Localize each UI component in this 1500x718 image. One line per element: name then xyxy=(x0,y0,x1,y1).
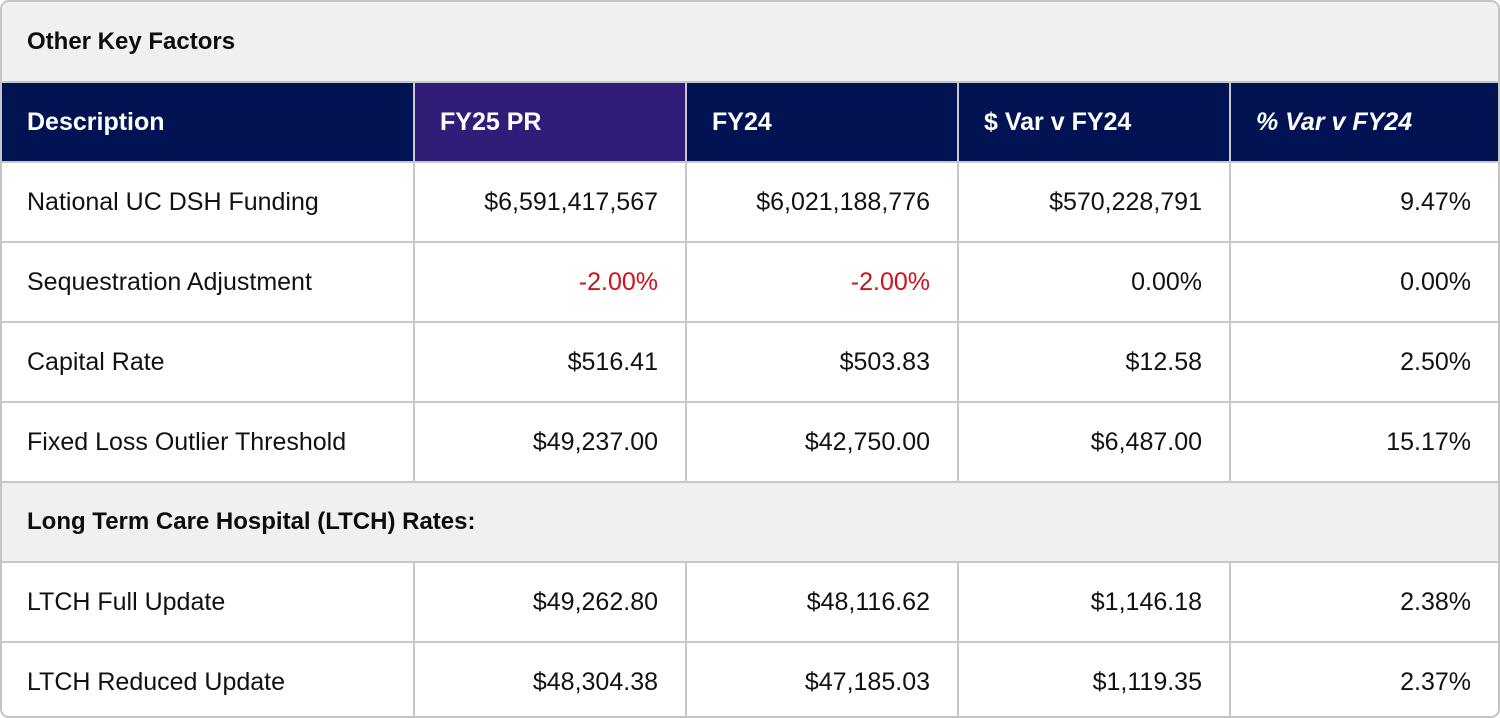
table-row-ltch-full-update: LTCH Full Update $49,262.80 $48,116.62 $… xyxy=(2,561,1498,643)
table-row-national-uc-dsh-funding: National UC DSH Funding $6,591,417,567 $… xyxy=(2,161,1498,243)
cell-fy25-pr: $49,262.80 xyxy=(413,561,687,643)
cell-fy25-pr: $516.41 xyxy=(413,321,687,403)
column-header-fy24: FY24 xyxy=(685,81,959,163)
table-row-ltch-reduced-update: LTCH Reduced Update $48,304.38 $47,185.0… xyxy=(2,641,1498,716)
column-header-fy25-pr: FY25 PR xyxy=(413,81,687,163)
cell-fy25-pr: -2.00% xyxy=(413,241,687,323)
row-description: LTCH Reduced Update xyxy=(2,641,415,716)
ltch-section-row: Long Term Care Hospital (LTCH) Rates: xyxy=(2,481,1498,563)
cell-fy24: $503.83 xyxy=(685,321,959,403)
cell-dollar-var: 0.00% xyxy=(957,241,1231,323)
cell-fy24: $47,185.03 xyxy=(685,641,959,716)
row-description: Capital Rate xyxy=(2,321,415,403)
cell-dollar-var: $1,146.18 xyxy=(957,561,1231,643)
cell-dollar-var: $12.58 xyxy=(957,321,1231,403)
cell-dollar-var: $1,119.35 xyxy=(957,641,1231,716)
cell-fy24: $48,116.62 xyxy=(685,561,959,643)
cell-percent-var: 2.37% xyxy=(1229,641,1498,716)
ltch-section-title: Long Term Care Hospital (LTCH) Rates: xyxy=(2,481,1498,563)
cell-fy25-pr: $6,591,417,567 xyxy=(413,161,687,243)
cell-percent-var: 9.47% xyxy=(1229,161,1498,243)
table-title: Other Key Factors xyxy=(2,2,1498,83)
row-description: Fixed Loss Outlier Threshold xyxy=(2,401,415,483)
column-header-row: Description FY25 PR FY24 $ Var v FY24 % … xyxy=(2,81,1498,163)
table-title-row: Other Key Factors xyxy=(2,2,1498,83)
cell-percent-var: 0.00% xyxy=(1229,241,1498,323)
cell-fy25-pr: $49,237.00 xyxy=(413,401,687,483)
row-description: LTCH Full Update xyxy=(2,561,415,643)
column-header-dollar-var: $ Var v FY24 xyxy=(957,81,1231,163)
table-row-capital-rate: Capital Rate $516.41 $503.83 $12.58 2.50… xyxy=(2,321,1498,403)
cell-fy25-pr: $48,304.38 xyxy=(413,641,687,716)
cell-dollar-var: $6,487.00 xyxy=(957,401,1231,483)
table-row-sequestration-adjustment: Sequestration Adjustment -2.00% -2.00% 0… xyxy=(2,241,1498,323)
row-description: National UC DSH Funding xyxy=(2,161,415,243)
column-header-percent-var: % Var v FY24 xyxy=(1229,81,1498,163)
table-row-fixed-loss-outlier-threshold: Fixed Loss Outlier Threshold $49,237.00 … xyxy=(2,401,1498,483)
row-description: Sequestration Adjustment xyxy=(2,241,415,323)
cell-percent-var: 2.38% xyxy=(1229,561,1498,643)
cell-fy24: $42,750.00 xyxy=(685,401,959,483)
cell-dollar-var: $570,228,791 xyxy=(957,161,1231,243)
cell-fy24: -2.00% xyxy=(685,241,959,323)
column-header-description: Description xyxy=(2,81,415,163)
cell-fy24: $6,021,188,776 xyxy=(685,161,959,243)
cell-percent-var: 15.17% xyxy=(1229,401,1498,483)
cell-percent-var: 2.50% xyxy=(1229,321,1498,403)
